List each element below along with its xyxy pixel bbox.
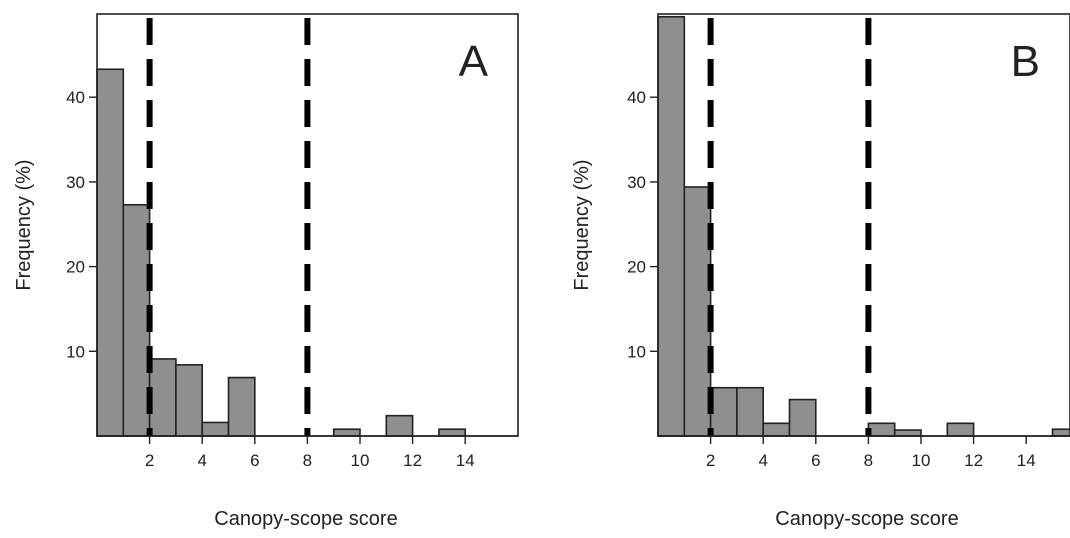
panel-a-y-tick-label-40: 40 — [66, 88, 85, 107]
panel-b-label: B — [1011, 37, 1040, 86]
panel-a-x-tick-label-6: 6 — [250, 451, 259, 470]
panel-a-bar-1 — [123, 205, 149, 436]
panel-b-bar-9 — [895, 430, 921, 436]
panel-a-y-tick-label-20: 20 — [66, 258, 85, 277]
panel-b-y-tick-label-30: 30 — [627, 173, 646, 192]
panel-a-x-tick-label-4: 4 — [197, 451, 206, 470]
panel-a-y-tick-label-10: 10 — [66, 342, 85, 361]
panel-a-bar-4 — [202, 422, 228, 436]
panel-a-y-tick-label-30: 30 — [66, 173, 85, 192]
panel-b-bar-4 — [763, 423, 789, 436]
panel-b-y-tick-label-40: 40 — [627, 88, 646, 107]
panel-b-bar-1 — [684, 187, 710, 436]
panel-b-x-tick-label-10: 10 — [912, 451, 931, 470]
panel-a-x-tick-label-8: 8 — [303, 451, 312, 470]
panel-b-x-tick-label-6: 6 — [811, 451, 820, 470]
panel-a-label: A — [459, 37, 489, 86]
panel-a-bar-0 — [97, 69, 123, 436]
panel-b-x-tick-label-12: 12 — [964, 451, 983, 470]
panel-b-frame — [658, 14, 1070, 436]
panel-b-x-tick-label-2: 2 — [706, 451, 715, 470]
panel-a-bar-3 — [176, 365, 202, 436]
panel-a-x-tick-label-10: 10 — [351, 451, 370, 470]
panel-a-x-tick-label-14: 14 — [456, 451, 475, 470]
panel-b-bar-3 — [737, 388, 763, 436]
panel-a-bar-5 — [229, 378, 255, 436]
panel-a-bar-2 — [150, 359, 176, 436]
panel-a-bar-11 — [386, 416, 412, 436]
panel-a-x-tick-label-12: 12 — [403, 451, 422, 470]
panel-b-y-tick-label-20: 20 — [627, 258, 646, 277]
panel-b-bar-0 — [658, 17, 684, 436]
panel-b-y-axis-title: Frequency (%) — [571, 159, 593, 290]
panel-b-x-tick-label-14: 14 — [1017, 451, 1036, 470]
panel-a-bar-9 — [334, 429, 360, 436]
panel-b-y-tick-label-10: 10 — [627, 342, 646, 361]
panel-b-x-tick-label-8: 8 — [864, 451, 873, 470]
panel-a-x-tick-label-2: 2 — [145, 451, 154, 470]
panel-b-x-tick-label-4: 4 — [758, 451, 767, 470]
panel-b-bar-5 — [790, 400, 816, 436]
panel-b-x-axis-title: Canopy-scope score — [775, 508, 958, 530]
panel-a-y-axis-title: Frequency (%) — [13, 159, 35, 290]
panel-a-bar-13 — [439, 429, 465, 436]
panel-b-bar-8 — [868, 423, 894, 436]
panel-b-bar-15 — [1053, 429, 1070, 436]
panel-b-bar-2 — [711, 388, 737, 436]
panel-b-bar-11 — [947, 423, 973, 436]
panel-a-x-axis-title: Canopy-scope score — [214, 508, 397, 530]
